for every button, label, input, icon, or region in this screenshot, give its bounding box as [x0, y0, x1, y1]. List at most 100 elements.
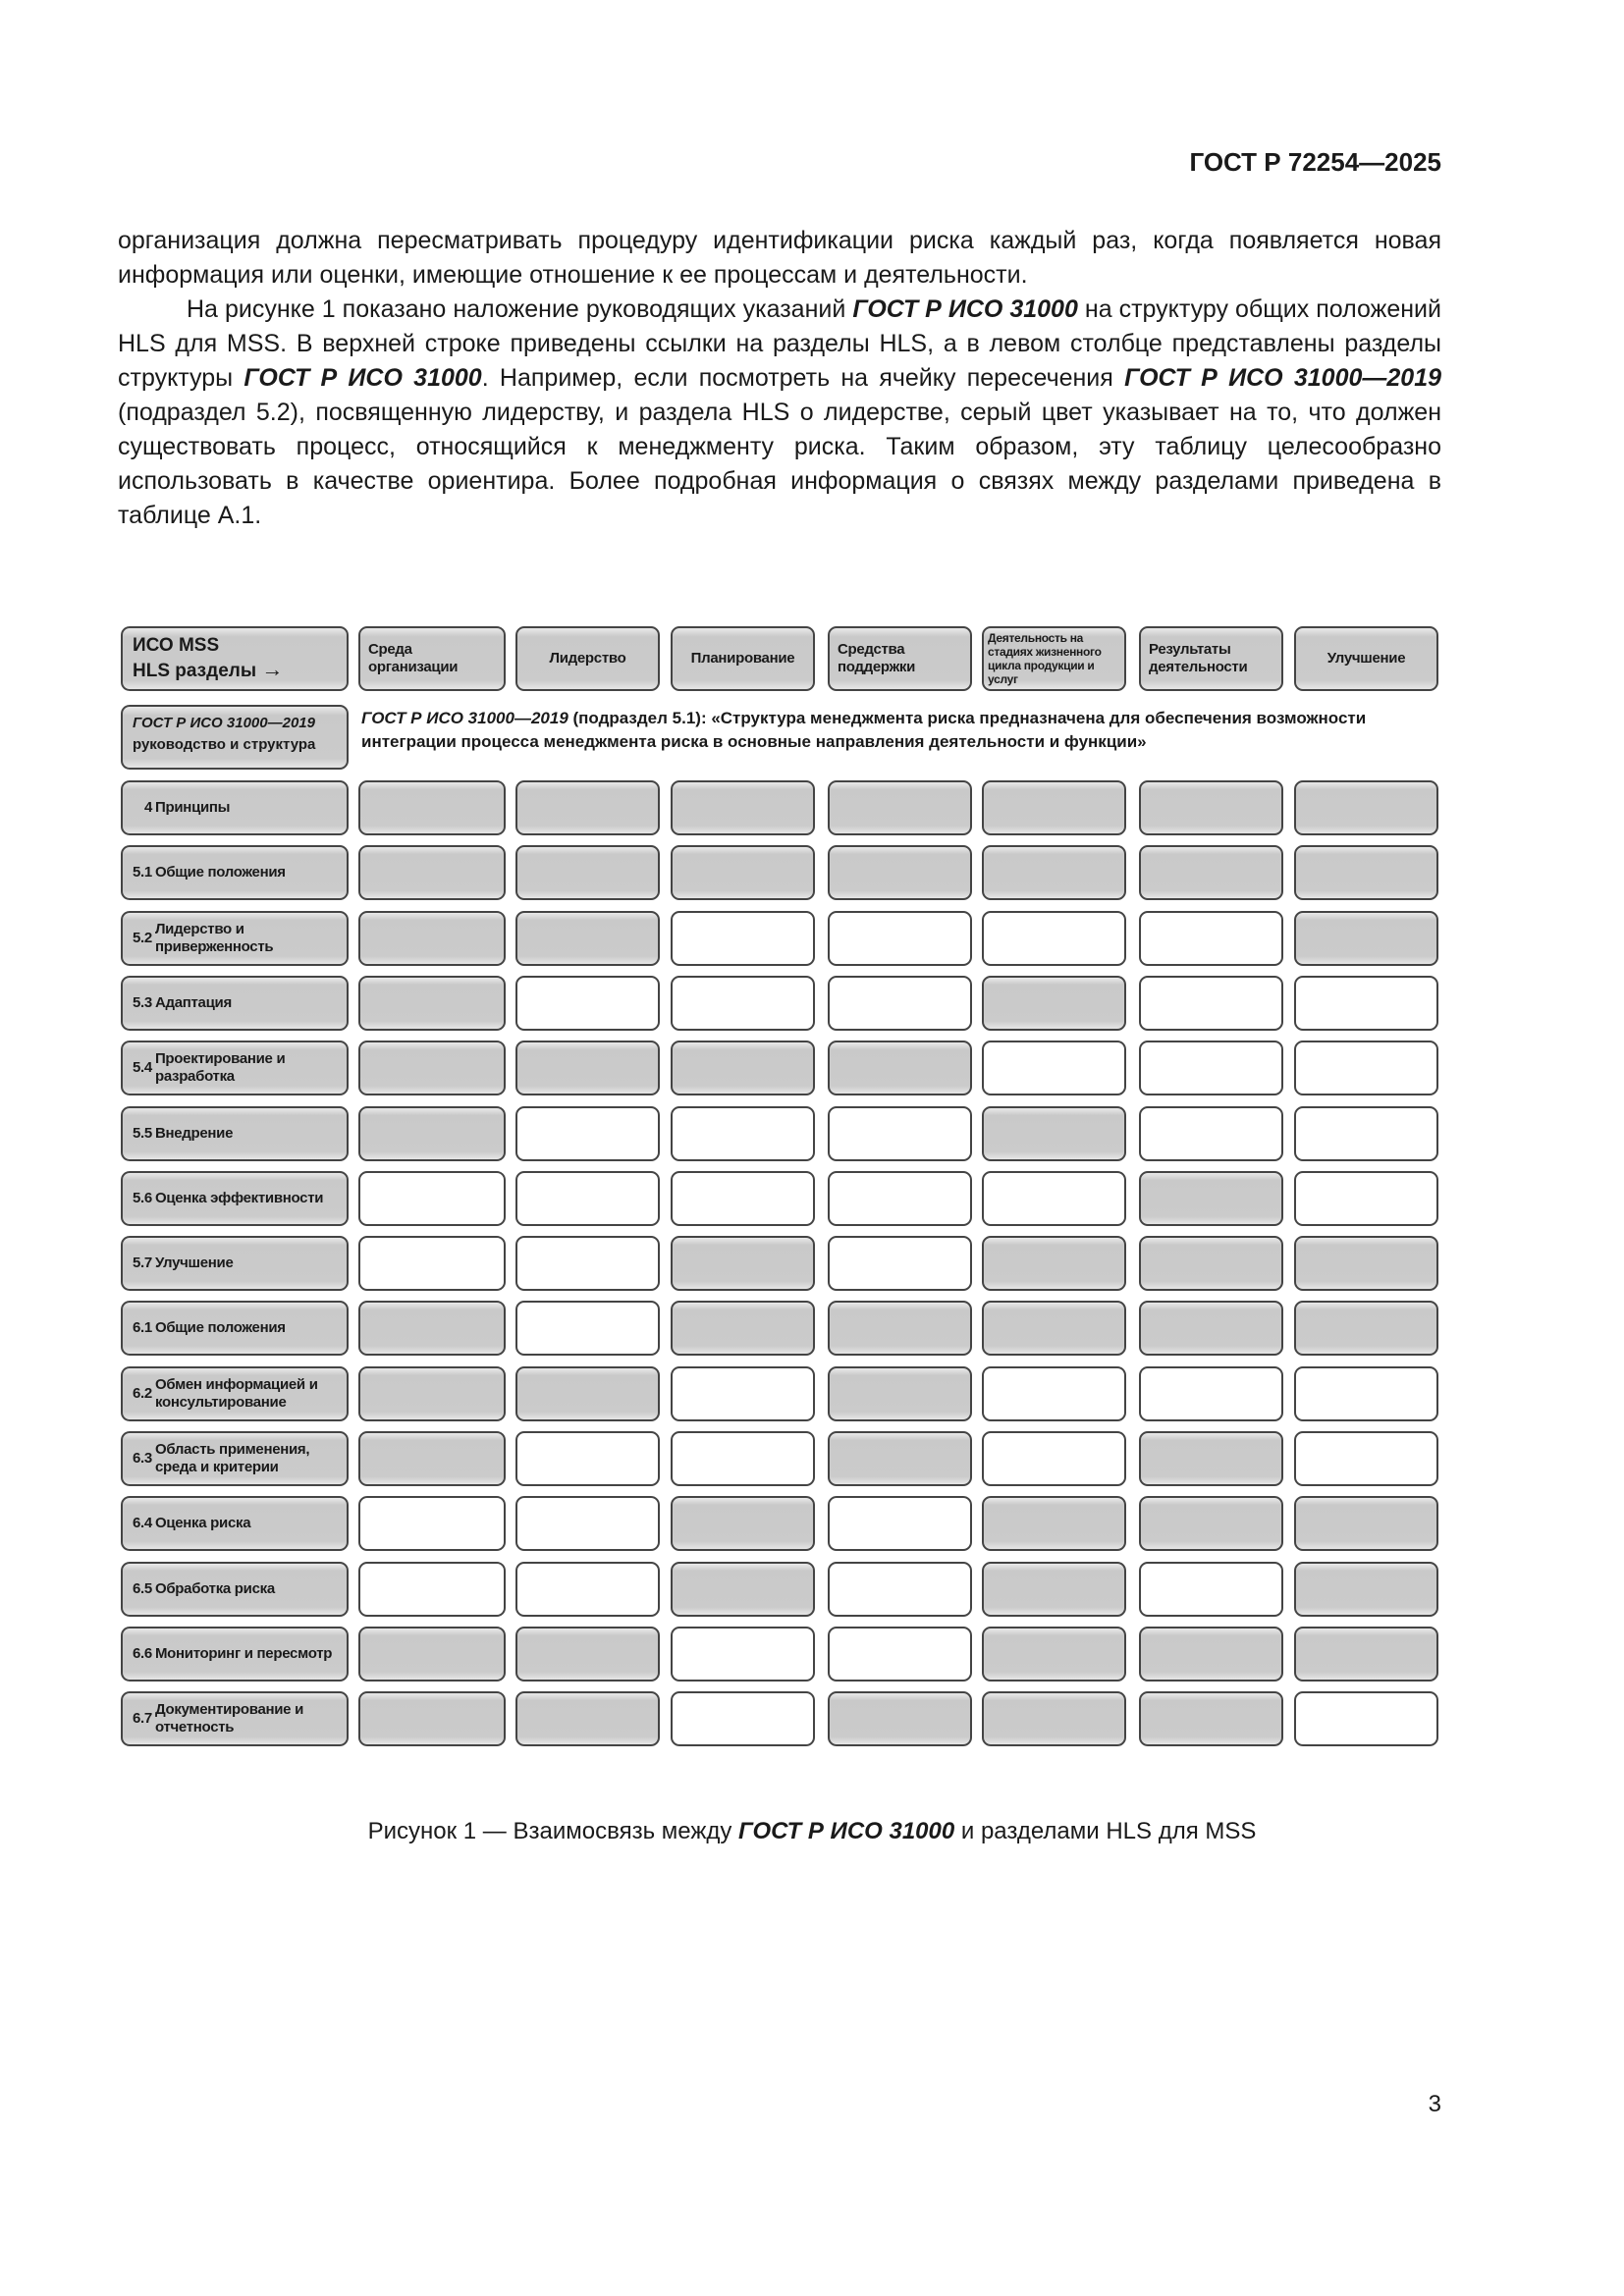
grid-cell-empty	[358, 1236, 506, 1292]
grid-cell-shaded	[828, 1365, 972, 1421]
row-title: Область применения, среда и критерии	[154, 1441, 310, 1475]
standard-ref: ГОСТ Р ИСО 31000—2019	[1124, 364, 1441, 392]
grid-cell-empty	[671, 910, 815, 966]
grid-cell-shaded	[1294, 780, 1438, 835]
corner-line1: ИСО MSS	[133, 635, 220, 656]
row-number: 4	[144, 799, 153, 816]
paragraph-1: организация должна пересматривать процед…	[118, 227, 1441, 289]
row-number: 5.1	[133, 864, 152, 881]
column-header: Среда организации	[358, 626, 506, 691]
grid-cell-empty	[358, 1170, 506, 1226]
grid-cell-empty	[358, 1496, 506, 1552]
grid-cell-shaded	[1139, 1170, 1283, 1226]
grid-cell-empty	[1294, 1431, 1438, 1486]
grid-cell-shaded	[1139, 1236, 1283, 1292]
row-label: 5.5 Внедрение	[121, 1105, 349, 1161]
row-label: 5.6 Оценка эффективности	[121, 1170, 349, 1226]
grid-cell-shaded	[982, 1691, 1126, 1747]
column-header: Результаты деятельности	[1139, 626, 1283, 691]
row-label: 5.2 Лидерство и приверженность	[121, 910, 349, 966]
standard-ref: ГОСТ Р ИСО 31000	[244, 364, 482, 392]
row-label: 6.1 Общие положения	[121, 1301, 349, 1357]
figure-caption: Рисунок 1 — Взаимосвязь между ГОСТ Р ИСО…	[0, 1818, 1624, 1845]
text: . Например, если посмотреть на ячейку пе…	[481, 364, 1125, 392]
row-number: 5.6	[133, 1189, 152, 1206]
grid-cell-empty	[1139, 1041, 1283, 1096]
grid-cell-shaded	[982, 1496, 1126, 1552]
row-label: 5.7 Улучшение	[121, 1236, 349, 1292]
grid-cell-empty	[828, 1236, 972, 1292]
row-title: Лидерство и приверженность	[154, 920, 274, 955]
grid-cell-empty	[1294, 975, 1438, 1031]
grid-cell-empty	[982, 1365, 1126, 1421]
row-number: 5.2	[133, 929, 152, 946]
standard-ref: ГОСТ Р ИСО 31000	[738, 1818, 955, 1844]
row-number: 6.4	[133, 1515, 152, 1532]
text: (подраздел 5.2), посвященную лидерству, …	[118, 399, 1441, 529]
row-title: Обработка риска	[154, 1579, 275, 1597]
grid-cell-empty	[515, 1496, 660, 1552]
grid-cell-shaded	[828, 1041, 972, 1096]
grid-cell-empty	[1294, 1041, 1438, 1096]
row-title: Проектирование и разработка	[154, 1050, 286, 1086]
grid-cell-shaded	[1294, 910, 1438, 966]
grid-cell-empty	[828, 910, 972, 966]
row-number: 5.7	[133, 1255, 152, 1272]
row-title: Улучшение	[154, 1255, 234, 1272]
grid-cell-empty	[1294, 1691, 1438, 1747]
row-title: Оценка эффективности	[154, 1189, 324, 1206]
guide-standard: ГОСТ Р ИСО 31000—2019	[361, 709, 568, 727]
grid-cell-shaded	[828, 1691, 972, 1747]
grid-cell-empty	[828, 1496, 972, 1552]
grid-cell-shaded	[1294, 1236, 1438, 1292]
column-header: Лидерство	[515, 626, 660, 691]
row-label: 4 Принципы	[121, 780, 349, 835]
grid-cell-empty	[515, 1170, 660, 1226]
row-title: Адаптация	[154, 993, 232, 1011]
grid-cell-empty	[671, 1626, 815, 1682]
guide-label-text: руководство и структура	[133, 736, 316, 753]
text: На рисунке 1 показано наложение руководя…	[187, 295, 853, 323]
row-number: 6.5	[133, 1579, 152, 1597]
grid-cell-shaded	[358, 1431, 506, 1486]
row-label: 6.6 Мониторинг и пересмотр	[121, 1626, 349, 1682]
guide-label-standard: ГОСТ Р ИСО 31000—2019	[133, 715, 315, 731]
guide-quote: (подраздел 5.1): «Структура менеджмента …	[361, 709, 1367, 751]
grid-cell-shaded	[515, 1041, 660, 1096]
row-number: 6.1	[133, 1319, 152, 1337]
guide-label-cell: ГОСТ Р ИСО 31000—2019 руководство и стру…	[121, 705, 349, 770]
grid-cell-shaded	[828, 780, 972, 835]
column-header: Средства поддержки	[828, 626, 972, 691]
grid-cell-shaded	[828, 1301, 972, 1357]
row-label: 6.7 Документирование и отчетность	[121, 1691, 349, 1747]
row-title: Внедрение	[154, 1124, 234, 1142]
grid-cell-shaded	[1139, 1626, 1283, 1682]
grid-cell-empty	[515, 975, 660, 1031]
grid-cell-shaded	[1139, 845, 1283, 901]
grid-cell-shaded	[358, 1301, 506, 1357]
grid-cell-empty	[671, 1691, 815, 1747]
grid-cell-empty	[828, 1626, 972, 1682]
page-number: 3	[1428, 2091, 1441, 2117]
column-header: Улучшение	[1294, 626, 1438, 691]
grid-cell-shaded	[982, 1561, 1126, 1617]
standard-ref: ГОСТ Р ИСО 31000	[852, 295, 1078, 323]
row-number: 6.6	[133, 1644, 152, 1662]
grid-cell-shaded	[1139, 1496, 1283, 1552]
grid-cell-empty	[1294, 1105, 1438, 1161]
grid-cell-shaded	[358, 910, 506, 966]
body-text: организация должна пересматривать процед…	[118, 224, 1441, 533]
row-title: Общие положения	[154, 864, 286, 881]
grid-cell-shaded	[828, 845, 972, 901]
grid-cell-empty	[515, 1236, 660, 1292]
text: на структуру общих положений HLS для MSS…	[118, 295, 1441, 392]
grid-cell-empty	[828, 1561, 972, 1617]
grid-cell-shaded	[982, 1301, 1126, 1357]
grid-cell-shaded	[515, 910, 660, 966]
grid-cell-empty	[1139, 1561, 1283, 1617]
grid-cell-empty	[982, 1041, 1126, 1096]
grid-cell-empty	[515, 1105, 660, 1161]
grid-cell-shaded	[358, 1626, 506, 1682]
grid-cell-empty	[1139, 1365, 1283, 1421]
grid-cell-shaded	[671, 845, 815, 901]
